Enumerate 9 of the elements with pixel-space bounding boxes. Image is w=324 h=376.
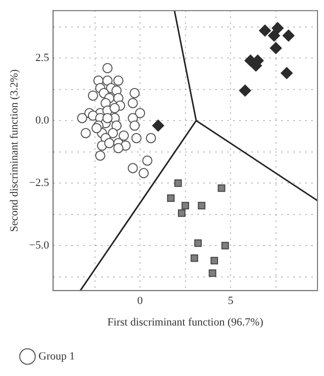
y-tick-label: 0.0 — [35, 114, 50, 126]
x-tick-label: 0 — [137, 295, 144, 308]
y-tick-label: 2.5 — [35, 52, 50, 64]
y-tick-label: −5.0 — [29, 239, 50, 252]
y-axis-title: Second discriminant function (3.2%) — [8, 69, 20, 232]
x-axis-title: First discriminant function (96.7%) — [107, 316, 264, 328]
legend-label: Group 1 — [38, 350, 75, 362]
y-tick-label: −2.5 — [29, 176, 50, 189]
x-tick-label: 5 — [228, 295, 234, 308]
